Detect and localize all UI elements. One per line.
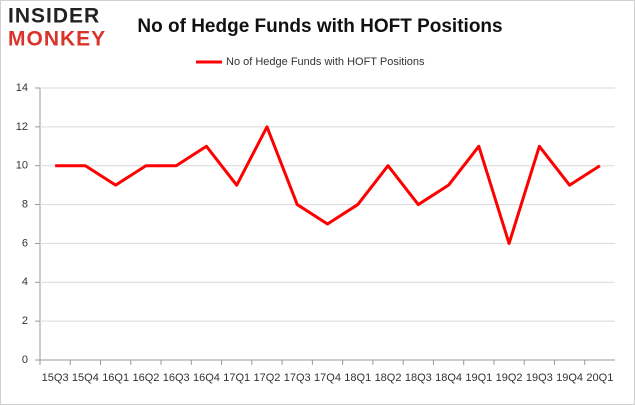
x-tick-label: 15Q4 xyxy=(72,372,99,384)
x-tick-label: 18Q2 xyxy=(375,372,402,384)
x-tick-label: 18Q4 xyxy=(435,372,462,384)
series-line xyxy=(55,125,601,245)
y-tick-label: 14 xyxy=(16,82,28,94)
x-tick-label: 18Q3 xyxy=(405,372,432,384)
x-tick-label: 17Q1 xyxy=(223,372,250,384)
x-tick-label: 16Q1 xyxy=(102,372,129,384)
x-tick-label: 17Q3 xyxy=(284,372,311,384)
y-tick-label: 10 xyxy=(16,160,28,172)
logo-bottom: MONKEY xyxy=(8,28,106,51)
x-tick-label: 19Q1 xyxy=(465,372,492,384)
logo-top: INSIDER xyxy=(8,5,100,28)
chart-title: No of Hedge Funds with HOFT Positions xyxy=(137,16,502,37)
x-tick-label: 19Q3 xyxy=(526,372,553,384)
x-tick-label: 15Q3 xyxy=(42,372,69,384)
x-tick-label: 19Q2 xyxy=(496,372,523,384)
x-tick-label: 16Q2 xyxy=(132,372,159,384)
x-tick-label: 16Q4 xyxy=(193,372,220,384)
y-tick-label: 6 xyxy=(22,237,28,249)
x-tick-label: 16Q3 xyxy=(163,372,190,384)
y-tick-label: 8 xyxy=(22,198,28,210)
x-tick-label: 20Q1 xyxy=(586,372,613,384)
y-tick-label: 2 xyxy=(22,315,28,327)
x-tick-label: 18Q1 xyxy=(344,372,371,384)
x-tick-label: 19Q4 xyxy=(556,372,583,384)
x-tick-label: 17Q4 xyxy=(314,372,341,384)
legend-label: No of Hedge Funds with HOFT Positions xyxy=(226,56,425,68)
y-tick-label: 4 xyxy=(22,276,28,288)
y-tick-label: 12 xyxy=(16,121,28,133)
x-tick-label: 17Q2 xyxy=(254,372,281,384)
y-tick-label: 0 xyxy=(22,354,28,366)
